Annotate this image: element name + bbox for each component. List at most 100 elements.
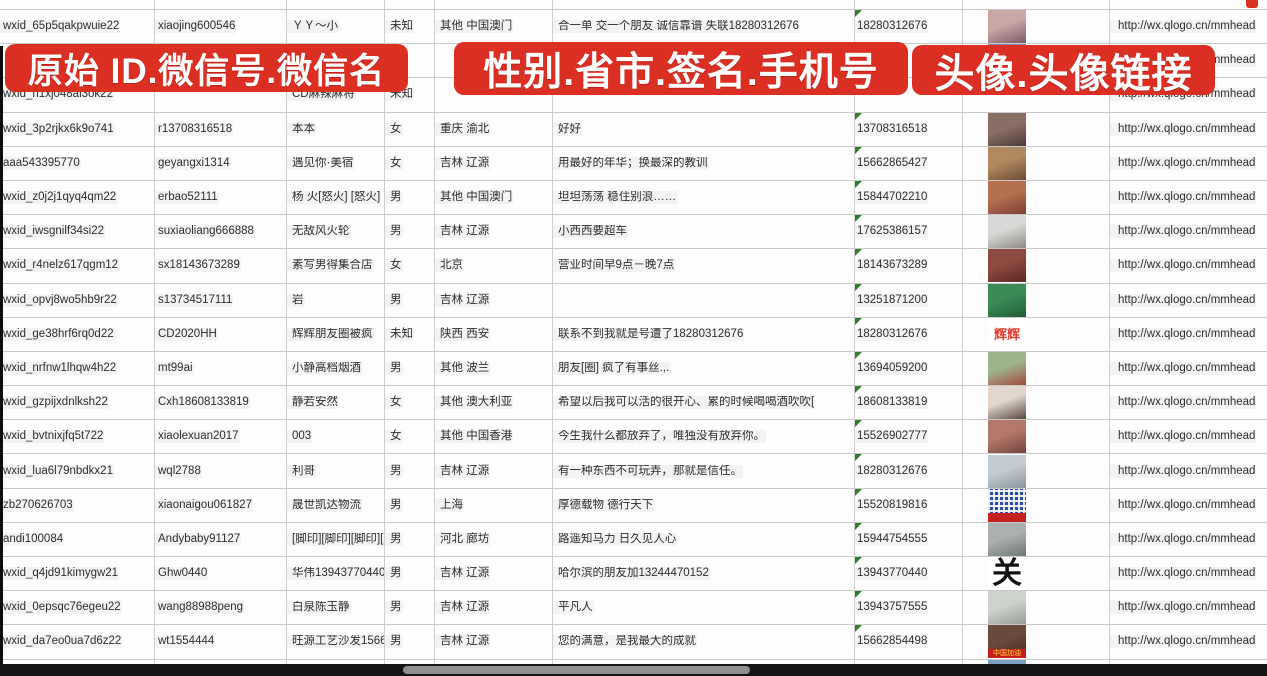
cell-region[interactable]: 吉林 辽源 — [435, 625, 553, 659]
cell-avatar-url[interactable]: http://wx.qlogo.cn/mmhead — [1110, 10, 1267, 43]
cell-avatar-url[interactable]: http://wx.qlogo.cn/mmhead — [1110, 489, 1267, 522]
cell-gender[interactable]: 女 — [385, 249, 435, 283]
cell-wechat-account[interactable] — [155, 0, 287, 9]
avatar-image[interactable] — [988, 386, 1026, 420]
cell-wechat-account[interactable]: wql2788 — [155, 454, 287, 488]
cell-avatar[interactable]: 关 — [963, 557, 1110, 591]
cell-signature[interactable]: 希望以后我可以活的很开心、累的时候喝喝酒吹吹[ — [553, 386, 855, 420]
cell-avatar[interactable] — [963, 112, 1110, 146]
cell-wechat-name[interactable]: 无敌风火轮 — [287, 215, 385, 249]
cell-region[interactable]: 其他 波兰 — [435, 351, 553, 386]
cell-avatar-url[interactable]: http://wx.qlogo.cn/mmhead — [1110, 215, 1267, 248]
cell-signature[interactable]: 朋友[圈] 疯了有事丝.,. — [553, 351, 855, 386]
cell-gender[interactable]: 男 — [385, 625, 435, 659]
cell-wechat-name[interactable]: 003 — [287, 420, 385, 454]
cell-wechat-name[interactable]: 小静高档烟酒 — [287, 351, 385, 386]
cell-wechat-name[interactable]: 利哥 — [287, 454, 385, 488]
cell-region[interactable]: 吉林 辽源 — [435, 591, 553, 625]
cell-avatar-url[interactable]: http://wx.qlogo.cn/mmhead — [1110, 284, 1267, 317]
cell-wechat-name[interactable]: 辉辉朋友圈被疯 — [287, 317, 385, 351]
cell-wechat-account[interactable]: xiaolexuan2017 — [155, 420, 287, 454]
cell-avatar-url[interactable]: http://wx.qlogo.cn/mmhead — [1110, 523, 1267, 556]
cell-signature[interactable]: 好好 — [553, 112, 855, 146]
cell-wechat-account[interactable]: sx18143673289 — [155, 249, 287, 283]
cell-avatar[interactable] — [963, 386, 1110, 420]
cell-region[interactable]: 上海 — [435, 488, 553, 522]
cell-wechat-name[interactable]: 遇见你·美宿 — [287, 146, 385, 180]
cell-signature[interactable]: 路遥知马力 日久见人心 — [553, 522, 855, 556]
cell-avatar[interactable] — [963, 0, 1110, 9]
cell-region[interactable]: 河北 廊坊 — [435, 522, 553, 556]
avatar-image[interactable] — [988, 351, 1026, 385]
cell-wechat-account[interactable]: erbao52111 — [155, 180, 287, 215]
cell-wxid[interactable]: wxid_bvtnixjfq5t722 — [0, 420, 155, 454]
avatar-image[interactable] — [988, 146, 1026, 180]
cell-gender[interactable]: 男 — [385, 557, 435, 591]
avatar-image[interactable]: 关 — [988, 557, 1026, 591]
cell-signature[interactable]: 合一单 交一个朋友 诚信靠谱 失联18280312676 — [553, 10, 855, 44]
cell-wxid[interactable]: wxid_65p5qakpwuie22 — [0, 10, 155, 44]
cell-gender[interactable]: 女 — [385, 112, 435, 146]
cell-avatar-url[interactable]: http://wx.qlogo.cn/mmhead — [1110, 318, 1267, 351]
cell-phone[interactable]: 15662854498 — [855, 625, 963, 659]
avatar-image[interactable] — [988, 420, 1026, 454]
avatar-image[interactable] — [988, 181, 1026, 215]
cell-avatar[interactable] — [963, 522, 1110, 556]
cell-wxid[interactable]: zb270626703 — [0, 488, 155, 522]
cell-wechat-account[interactable]: s13734517111 — [155, 283, 287, 317]
cell-avatar[interactable]: 辉辉 — [963, 317, 1110, 351]
cell-wechat-account[interactable]: Ghw0440 — [155, 557, 287, 591]
cell-wechat-account[interactable]: wt1554444 — [155, 625, 287, 659]
cell-avatar[interactable] — [963, 351, 1110, 386]
cell-wechat-name[interactable]: 岩 — [287, 283, 385, 317]
cell-wxid[interactable]: wxid_iwsgnilf34si22 — [0, 215, 155, 249]
cell-wechat-account[interactable]: suxiaoliang666888 — [155, 215, 287, 249]
cell-gender[interactable]: 男 — [385, 488, 435, 522]
cell-gender[interactable]: 男 — [385, 180, 435, 215]
cell-wechat-account[interactable] — [155, 78, 287, 112]
cell-avatar[interactable] — [963, 488, 1110, 522]
cell-wxid[interactable]: wxid_ge38hrf6rq0d22 — [0, 317, 155, 351]
cell-signature[interactable] — [553, 283, 855, 317]
cell-phone[interactable]: 15944754555 — [855, 522, 963, 556]
cell-wxid[interactable]: wxid_q4jd91kimygw21 — [0, 557, 155, 591]
cell-gender[interactable]: 男 — [385, 215, 435, 249]
cell-avatar[interactable] — [963, 283, 1110, 317]
cell-phone[interactable]: 13251871200 — [855, 283, 963, 317]
cell-avatar-url[interactable]: http://wx.qlogo.cn/mmhead — [1110, 625, 1267, 658]
cell-region[interactable]: 吉林 辽源 — [435, 283, 553, 317]
cell-region[interactable]: 其他 中国香港 — [435, 420, 553, 454]
cell-signature[interactable]: 哈尔滨的朋友加13244470152 — [553, 557, 855, 591]
cell-avatar[interactable]: 中国加油 — [963, 625, 1110, 659]
cell-avatar-url[interactable]: http://wx.qlogo.cn/mmhead — [1110, 454, 1267, 487]
cell-wechat-name[interactable]: [脚印][脚印][脚印][脚 — [287, 522, 385, 556]
avatar-image[interactable] — [988, 454, 1026, 488]
cell-region[interactable]: 其他 中国澳门 — [435, 180, 553, 215]
cell-wechat-name[interactable]: 旺源工艺沙发15662854 — [287, 625, 385, 659]
cell-wechat-account[interactable]: xiaonaigou061827 — [155, 488, 287, 522]
cell-wxid[interactable]: wxid_gzpijxdnlksh22 — [0, 386, 155, 420]
cell-wechat-account[interactable]: r13708316518 — [155, 112, 287, 146]
avatar-image[interactable] — [988, 522, 1026, 556]
cell-wechat-name[interactable]: 静若安然 — [287, 386, 385, 420]
cell-avatar[interactable] — [963, 249, 1110, 283]
cell-region[interactable]: 吉林 辽源 — [435, 557, 553, 591]
cell-phone[interactable]: 15844702210 — [855, 180, 963, 215]
cell-signature[interactable]: 用最好的年华；换最深的教训 — [553, 146, 855, 180]
cell-wechat-account[interactable]: geyangxi1314 — [155, 146, 287, 180]
cell-gender[interactable]: 男 — [385, 522, 435, 556]
cell-gender[interactable]: 女 — [385, 386, 435, 420]
cell-avatar[interactable] — [963, 454, 1110, 488]
avatar-image[interactable] — [988, 249, 1026, 283]
cell-avatar-url[interactable]: http://wx.qlogo.cn/mmhead — [1110, 113, 1267, 146]
cell-region[interactable]: 其他 澳大利亚 — [435, 386, 553, 420]
cell-gender[interactable]: 男 — [385, 351, 435, 386]
cell-wxid[interactable]: wxid_lua6l79nbdkx21 — [0, 454, 155, 488]
cell-avatar-url[interactable]: http://wx.qlogo.cn/mmhead — [1110, 352, 1267, 385]
cell-gender[interactable]: 未知 — [385, 317, 435, 351]
cell-wechat-account[interactable]: xiaojing600546 — [155, 10, 287, 44]
avatar-image[interactable] — [988, 488, 1026, 522]
cell-phone[interactable]: 18280312676 — [855, 317, 963, 351]
cell-wxid[interactable]: wxid_z0j2j1qyq4qm22 — [0, 180, 155, 215]
avatar-image[interactable] — [988, 215, 1026, 249]
